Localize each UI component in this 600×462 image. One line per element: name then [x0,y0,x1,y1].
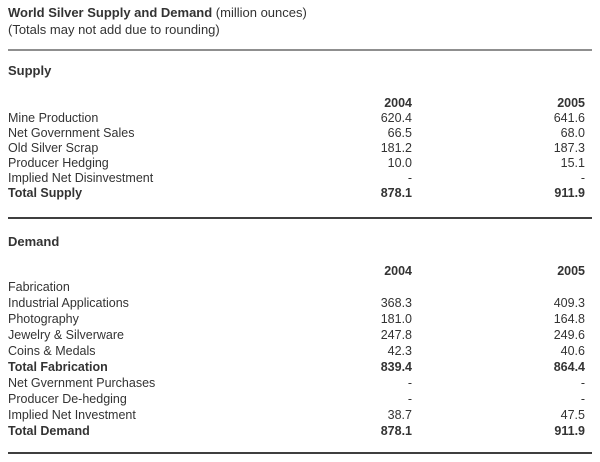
table-row: Implied Net Disinvestment - - [8,171,592,186]
value-2004: 247.8 [380,328,412,342]
row-label: Net Gvernment Purchases [8,376,156,390]
table-row: Producer De-hedging - - [8,391,592,407]
top-divider [8,49,592,51]
row-label: Photography [8,312,79,326]
value-2004: 878.1 [380,186,412,200]
column-header-2005: 2005 [557,264,585,278]
value-2005: 911.9 [554,424,585,438]
row-label: Implied Net Disinvestment [8,171,154,185]
row-label: Total Supply [8,186,83,200]
rounding-note: (Totals may not add due to rounding) [8,22,220,37]
value-2005 [412,279,592,295]
value-2005: 187.3 [553,141,585,155]
value-2004: 878.1 [380,424,412,438]
column-header-2004: 2004 [384,264,412,278]
value-2004: 181.2 [380,141,412,155]
empty-header-cell [8,96,258,111]
value-2004: 66.5 [387,126,412,140]
total-supply-row: Total Supply 878.1 911.9 [8,186,592,201]
value-2004: 10.0 [387,156,412,170]
table-row: Old Silver Scrap 181.2 187.3 [8,141,592,156]
value-2005: 164.8 [553,312,585,326]
value-2004: 620.4 [380,111,412,125]
value-2004: 42.3 [387,344,412,358]
row-label: Fabrication [8,280,70,294]
table-row: Fabrication [8,279,592,295]
column-header-2005: 2005 [557,96,585,110]
value-2005: 15.1 [560,156,585,170]
empty-header-cell [8,263,258,279]
row-label: Jewelry & Silverware [8,328,125,342]
row-label: Total Demand [8,424,90,438]
value-2004: 181.0 [380,312,412,326]
table-row: Net Gvernment Purchases - - [8,375,592,391]
value-2004: - [407,376,412,390]
column-header-2004: 2004 [384,96,412,110]
table-row: Net Government Sales 66.5 68.0 [8,126,592,141]
value-2004: - [407,392,412,406]
value-2005: 864.4 [553,360,585,374]
total-fabrication-row: Total Fabrication 839.4 864.4 [8,359,592,375]
row-label: Producer Hedging [8,156,109,170]
supply-table: 2004 2005 Mine Production 620.4 641.6 Ne… [8,96,592,201]
row-label: Total Fabrication [8,360,108,374]
row-label: Net Government Sales [8,126,135,140]
supply-header-row: 2004 2005 [8,96,592,111]
row-label: Implied Net Investment [8,408,136,422]
value-2004: 368.3 [380,296,412,310]
value-2005: - [580,392,585,406]
table-row: Jewelry & Silverware 247.8 249.6 [8,327,592,343]
table-row: Producer Hedging 10.0 15.1 [8,156,592,171]
title-units: (million ounces) [212,5,307,20]
table-row: Implied Net Investment 38.7 47.5 [8,407,592,423]
total-demand-row: Total Demand 878.1 911.9 [8,423,592,439]
value-2005: 47.5 [560,408,585,422]
row-label: Industrial Applications [8,296,129,310]
table-row: Industrial Applications 368.3 409.3 [8,295,592,311]
value-2004: 38.7 [387,408,412,422]
value-2005: - [580,376,585,390]
table-row: Coins & Medals 42.3 40.6 [8,343,592,359]
page-title: World Silver Supply and Demand (million … [8,4,592,21]
row-label: Coins & Medals [8,344,96,358]
demand-section-heading: Demand [8,234,60,249]
table-row: Mine Production 620.4 641.6 [8,111,592,126]
mid-divider [8,217,592,219]
value-2005: 40.6 [560,344,585,358]
supply-section-heading: Supply [8,63,52,78]
row-label: Old Silver Scrap [8,141,99,155]
value-2005: 641.6 [553,111,585,125]
demand-header-row: 2004 2005 [8,263,592,279]
value-2005: - [580,171,585,185]
row-label: Producer De-hedging [8,392,127,406]
value-2005: 249.6 [553,328,585,342]
title-main: World Silver Supply and Demand [8,5,213,20]
value-2005: 911.9 [554,186,585,200]
row-label: Mine Production [8,111,99,125]
value-2004: 839.4 [380,360,412,374]
demand-table: 2004 2005 Fabrication Industrial Applica… [8,263,592,439]
value-2004 [258,279,412,295]
value-2005: 68.0 [560,126,585,140]
table-row: Photography 181.0 164.8 [8,311,592,327]
bottom-divider [8,452,592,454]
value-2004: - [407,171,412,185]
value-2005: 409.3 [553,296,585,310]
